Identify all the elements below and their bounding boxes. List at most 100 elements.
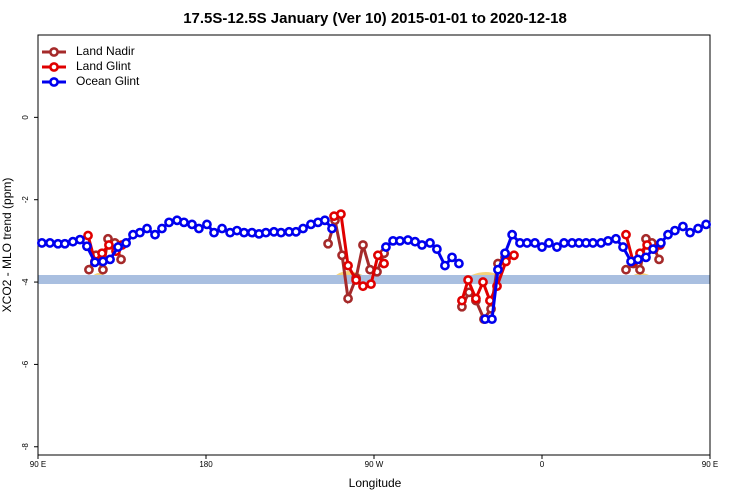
data-point <box>395 235 405 246</box>
data-point <box>552 242 562 252</box>
data-point <box>648 244 658 255</box>
data-point <box>179 217 189 228</box>
data-point <box>678 221 688 232</box>
data-point <box>381 242 391 252</box>
data-point <box>150 229 160 240</box>
data-point <box>559 238 569 248</box>
data-point <box>425 238 435 248</box>
chart-title: 17.5S-12.5S January (Ver 10) 2015-01-01 … <box>183 10 567 27</box>
data-point <box>135 227 145 238</box>
data-point <box>217 223 227 234</box>
data-point <box>113 242 123 252</box>
data-point <box>261 227 271 238</box>
data-point <box>447 252 457 263</box>
data-point <box>663 229 673 240</box>
data-point <box>641 252 651 263</box>
data-point <box>187 219 197 230</box>
data-point <box>685 227 695 238</box>
data-point <box>701 219 711 230</box>
data-point <box>59 238 70 249</box>
data-point <box>83 230 93 241</box>
data-point <box>373 250 383 261</box>
data-point <box>440 260 450 271</box>
data-point <box>618 242 628 252</box>
data-point <box>693 223 703 234</box>
legend-label: Land Glint <box>76 59 131 73</box>
data-point <box>500 248 510 259</box>
data-point <box>157 223 167 234</box>
data-point <box>493 264 503 275</box>
data-point <box>432 244 442 255</box>
data-point <box>45 238 55 248</box>
data-point <box>454 258 464 269</box>
land-band <box>38 271 710 284</box>
data-point <box>320 215 330 226</box>
data-point <box>654 254 664 265</box>
data-point <box>84 264 94 275</box>
data-point <box>336 209 346 220</box>
data-point <box>298 223 308 234</box>
x-tick-label: 90 W <box>365 460 384 469</box>
data-point <box>343 260 353 271</box>
data-point <box>366 279 376 290</box>
data-point <box>98 264 108 275</box>
data-point <box>82 241 92 252</box>
y-tick-label: 0 <box>21 115 30 120</box>
data-point <box>358 281 368 292</box>
data-point <box>379 258 389 269</box>
data-point <box>656 238 666 248</box>
data-point <box>478 277 488 287</box>
data-point <box>463 275 473 285</box>
data-point <box>621 229 631 240</box>
data-point <box>621 264 631 275</box>
x-tick-label: 90 E <box>702 460 718 469</box>
data-point <box>337 250 347 261</box>
data-point <box>530 238 540 248</box>
data-point <box>509 250 519 261</box>
data-point <box>537 242 547 252</box>
x-tick-label: 180 <box>199 460 213 469</box>
legend-label: Land Nadir <box>76 44 135 58</box>
data-point <box>75 234 85 245</box>
data-point <box>104 240 114 250</box>
data-point <box>588 238 598 248</box>
data-point <box>194 223 204 234</box>
legend-marker <box>49 77 59 87</box>
data-point <box>327 223 337 234</box>
x-axis-label: Longitude <box>349 476 402 490</box>
y-axis-label: XCO2 - MLO trend (ppm) <box>0 178 14 313</box>
data-point <box>209 227 219 238</box>
y-tick-label: -6 <box>21 360 30 368</box>
data-point <box>351 275 361 285</box>
data-point <box>487 314 497 325</box>
x-tick-label: 0 <box>540 460 545 469</box>
data-point <box>417 240 427 250</box>
data-point <box>635 264 645 275</box>
data-point <box>116 254 126 265</box>
x-tick-label: 90 E <box>30 460 46 469</box>
data-point <box>105 254 115 265</box>
data-point <box>544 238 554 248</box>
data-point <box>37 238 47 248</box>
data-point <box>121 238 132 248</box>
data-point <box>358 240 368 250</box>
legend-label: Ocean Glint <box>76 74 140 88</box>
y-tick-label: -2 <box>21 196 30 204</box>
y-tick-label: -4 <box>21 278 30 286</box>
data-point <box>90 257 100 268</box>
y-tick-label: -8 <box>21 443 30 451</box>
data-point <box>522 238 532 248</box>
data-point <box>471 293 481 304</box>
legend-marker <box>49 62 59 72</box>
data-point <box>323 238 333 249</box>
data-point <box>343 293 353 304</box>
data-point <box>276 227 286 238</box>
data-point <box>97 248 107 259</box>
data-point <box>142 223 152 234</box>
data-point <box>611 233 621 244</box>
data-point <box>164 217 174 228</box>
data-point <box>239 227 249 238</box>
data-point <box>670 225 680 236</box>
data-point <box>633 254 643 265</box>
